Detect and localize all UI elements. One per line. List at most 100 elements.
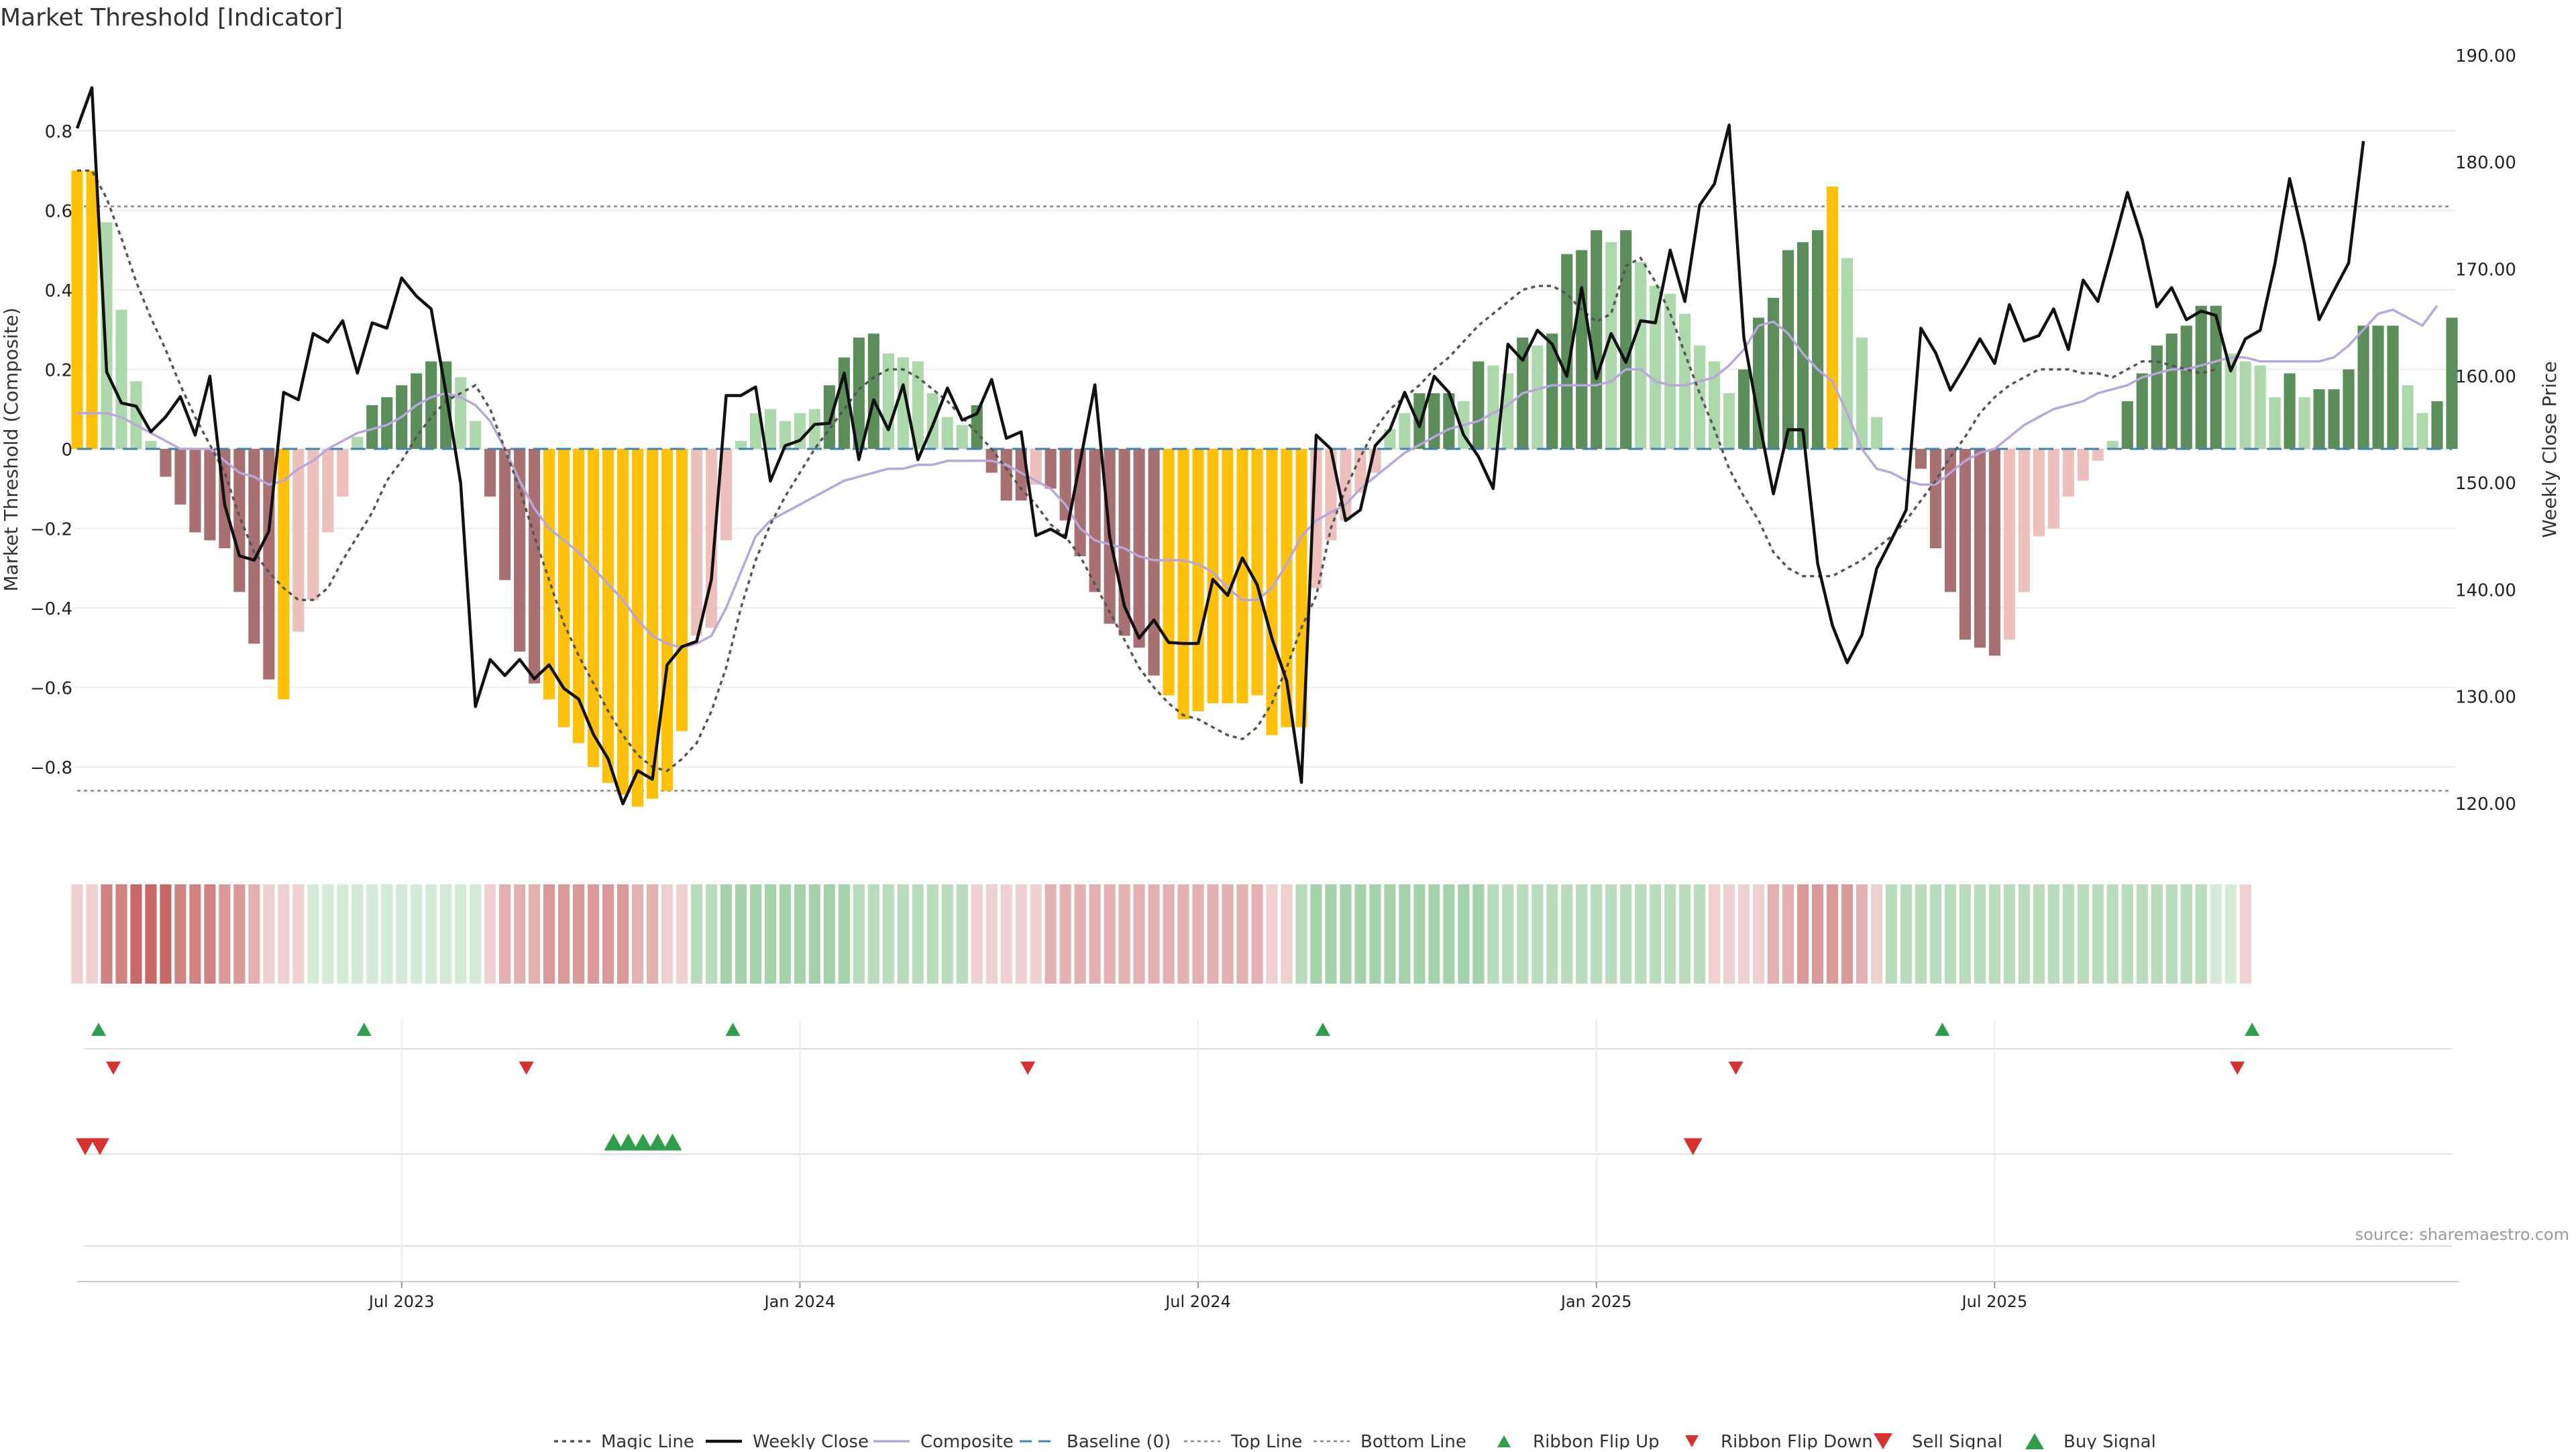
legend-label: Ribbon Flip Down <box>1721 1432 1873 1449</box>
ribbon-cell <box>1015 884 1027 984</box>
ribbon-cell <box>204 884 216 984</box>
y-left-tick-label: −0.4 <box>30 599 72 619</box>
histogram-bar <box>86 170 98 449</box>
ribbon-cell <box>381 884 393 984</box>
ribbon-cell <box>1502 884 1514 984</box>
ribbon-cell <box>1782 884 1794 984</box>
y-right-tick-label: 170.00 <box>2455 260 2516 280</box>
ribbon-cell <box>1044 884 1057 984</box>
histogram-bar <box>1251 449 1263 696</box>
histogram-bar <box>2062 449 2074 497</box>
ribbon-cell <box>926 884 938 984</box>
ribbon-cell <box>779 884 791 984</box>
ribbon-cell <box>1030 884 1042 984</box>
ribbon-cell <box>1281 884 1293 984</box>
histogram-bar <box>690 449 703 636</box>
ribbon-flip-up-marker <box>1935 1023 1950 1036</box>
histogram-bar <box>278 449 290 700</box>
histogram-bar <box>631 449 644 807</box>
x-tick-label: Jul 2024 <box>1164 1292 1231 1311</box>
ribbon-cell <box>219 884 231 984</box>
histogram-bar <box>1222 449 1234 704</box>
y-right-tick-label: 140.00 <box>2455 580 2516 601</box>
histogram-bar <box>2210 305 2222 449</box>
ribbon-cell <box>661 884 674 984</box>
ribbon-cell <box>1796 884 1809 984</box>
ribbon-cell <box>470 884 482 984</box>
histogram-bar <box>1591 230 1603 449</box>
ribbon-cell <box>2195 884 2207 984</box>
histogram-bar <box>867 333 879 449</box>
sell-signal-marker <box>1683 1138 1703 1155</box>
ribbon-cell <box>2062 884 2074 984</box>
ribbon-cell <box>1561 884 1573 984</box>
ribbon-cell <box>543 884 555 984</box>
ribbon-cell <box>337 884 349 984</box>
histogram-bar <box>2224 353 2237 449</box>
ribbon-flip-up-marker <box>2245 1023 2260 1036</box>
ribbon-cell <box>2151 884 2163 984</box>
buy-signal-marker <box>604 1133 623 1151</box>
ribbon-cell <box>646 884 659 984</box>
composite-line <box>77 305 2438 650</box>
ribbon-cell <box>676 884 688 984</box>
ribbon-cell <box>1635 884 1647 984</box>
signal-rows <box>76 1023 2452 1247</box>
ribbon-cell <box>587 884 600 984</box>
histogram-bar <box>1811 230 1824 449</box>
ribbon-cell <box>174 884 186 984</box>
ribbon-cell <box>233 884 246 984</box>
legend-item: Top Line <box>1184 1432 1302 1452</box>
ribbon-cell <box>189 884 201 984</box>
ribbon-cell <box>1354 884 1366 984</box>
ribbon-cell <box>2047 884 2059 984</box>
ribbon-flip-down-marker <box>1020 1061 1036 1075</box>
y-axis-right-ticks: 120.00 130.00 140.00 150.00 160.00 170.00 180.… <box>2455 46 2516 815</box>
histogram-bar <box>882 353 894 449</box>
histogram-bar <box>1929 449 1942 549</box>
ribbon-cell <box>2210 884 2222 984</box>
ribbon-cell <box>897 884 909 984</box>
ribbon-cell <box>1650 884 1662 984</box>
y-left-tick-label: 0 <box>61 440 72 460</box>
ribbon-cell <box>602 884 614 984</box>
histogram-bar <box>1089 449 1101 592</box>
ribbon-cell <box>912 884 924 984</box>
ribbon-cell <box>971 884 983 984</box>
histogram-bar <box>573 449 585 743</box>
ribbon-cell <box>263 884 275 984</box>
legend-item: Ribbon Flip Down <box>1685 1432 1873 1452</box>
ribbon-cell <box>690 884 703 984</box>
histogram-bar <box>2343 369 2355 449</box>
histogram-bar <box>2003 449 2015 640</box>
ribbon-cell <box>1709 884 1721 984</box>
y-left-tick-label: −0.8 <box>30 758 72 778</box>
histogram-bar <box>1133 449 1145 648</box>
ribbon-flip-down-marker <box>105 1061 121 1075</box>
x-tick-label: Jul 2025 <box>1961 1292 2028 1311</box>
legend-label: Composite <box>920 1432 1014 1449</box>
histogram-bar <box>1709 361 1721 449</box>
ribbon-cell <box>292 884 305 984</box>
ribbon-cell <box>1856 884 1868 984</box>
histogram-bar <box>1428 393 1440 449</box>
legend-label: Top Line <box>1230 1432 1302 1449</box>
ribbon-cell <box>1753 884 1765 984</box>
ribbon-cell <box>2224 884 2237 984</box>
ribbon-flip-down-marker <box>2230 1061 2245 1075</box>
buy-signal-marker <box>663 1133 682 1151</box>
ribbon-flip-up-marker <box>356 1023 372 1036</box>
histogram-bar <box>897 357 909 449</box>
histogram-bar <box>912 361 924 449</box>
histogram-bar <box>764 409 776 449</box>
histogram-bar <box>2446 317 2458 449</box>
ribbon-cell <box>1487 884 1499 984</box>
histogram-bar <box>1340 449 1352 521</box>
histogram-bar <box>1030 449 1042 485</box>
ribbon-cell <box>1988 884 2000 984</box>
ribbon-cell <box>1811 884 1824 984</box>
histogram-bar <box>720 449 733 541</box>
ribbon-cell <box>1620 884 1632 984</box>
ribbon-cell <box>455 884 467 984</box>
